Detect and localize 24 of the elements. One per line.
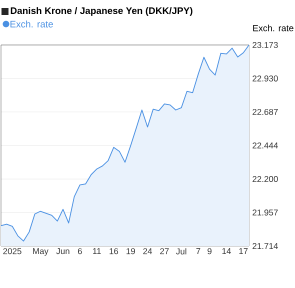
x-tick-label: 6	[78, 248, 82, 254]
x-tick-label: Jul	[176, 248, 186, 254]
x-tick-label: 16	[110, 248, 118, 254]
x-tick-label: Jun	[56, 248, 70, 254]
x-tick-label: 7	[196, 248, 200, 254]
y-tick-label: 22.930	[252, 75, 278, 82]
y-tick-label: 23.173	[252, 42, 278, 48]
x-tick-label: 24	[143, 248, 152, 254]
x-tick-label: 14	[222, 248, 231, 254]
legend-label: Exch. rate	[10, 20, 53, 28]
y-tick-label: 22.687	[252, 108, 278, 115]
x-tick-label: 9	[208, 248, 212, 254]
x-tick-label: 17	[239, 248, 248, 254]
chart-title: Danish Krone / Japanese Yen (DKK/JPY)	[10, 7, 192, 16]
x-tick-label: 27	[160, 248, 169, 254]
x-tick-label: May	[33, 248, 48, 256]
x-tick-label: 2025	[3, 248, 22, 254]
x-tick-label: 19	[126, 248, 135, 254]
y-tick-label: 21.957	[252, 210, 278, 216]
y-axis-title: Exch. rate	[253, 24, 294, 32]
x-tick-label: 11	[93, 248, 101, 254]
y-tick-label: 22.444	[252, 142, 278, 148]
y-tick-label: 21.714	[252, 243, 278, 249]
y-tick-label: 22.200	[252, 176, 278, 182]
